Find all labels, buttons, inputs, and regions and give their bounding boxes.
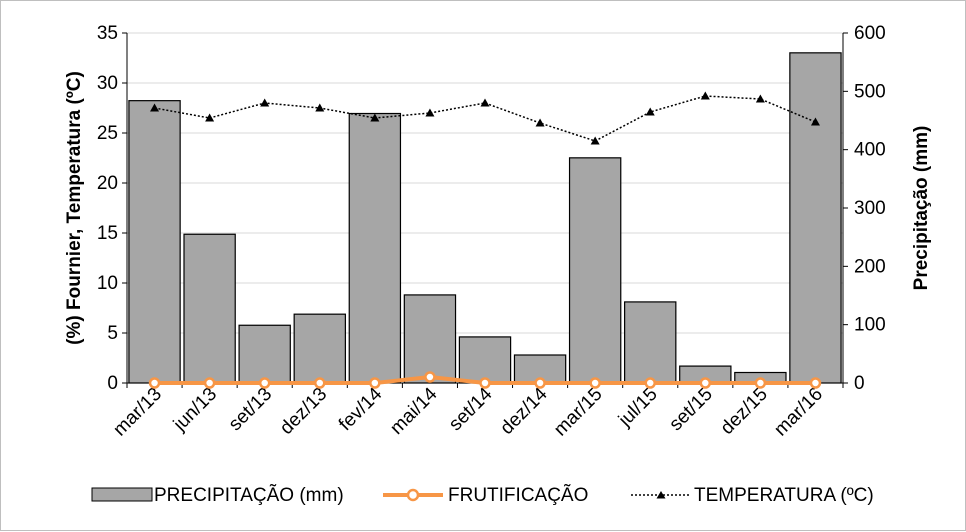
- right-axis-title: Precipitação (mm): [911, 126, 932, 291]
- x-tick-label: set/15: [665, 384, 716, 435]
- temperature-point: [370, 113, 380, 122]
- left-tick-label: 25: [97, 123, 118, 144]
- frutificacao-point: [754, 377, 767, 389]
- left-tick-label: 10: [97, 273, 118, 294]
- legend-marker-frutificacao: [406, 488, 420, 502]
- frutificacao-point: [424, 371, 436, 383]
- x-tick-label: mar/15: [550, 384, 607, 441]
- frutificacao-point: [148, 377, 161, 389]
- x-tick-label: jun/13: [169, 384, 221, 436]
- precipitation-bar: [403, 294, 457, 384]
- legend-label-precipitation: PRECIPITAÇÃO (mm): [154, 484, 344, 506]
- temperature-point: [755, 94, 765, 103]
- precipitation-bar: [568, 157, 622, 384]
- x-tick-label: jul/15: [614, 384, 662, 432]
- frutificacao-point: [479, 377, 491, 389]
- legend-swatch-precipitation: [91, 487, 153, 502]
- x-tick-label: dez/14: [496, 383, 551, 438]
- frutificacao-point: [258, 377, 271, 389]
- temperature-point: [700, 91, 710, 100]
- precipitation-bar: [789, 52, 842, 384]
- legend: PRECIPITAÇÃO (mm) FRUTIFICAÇÃO TEMPERATU…: [91, 484, 874, 506]
- precipitation-bar: [128, 100, 181, 384]
- temperature-point: [425, 108, 435, 117]
- frutificacao-point: [644, 377, 656, 389]
- temperature-point: [315, 103, 325, 112]
- precipitation-bar: [293, 313, 346, 384]
- frutificacao-point: [809, 377, 822, 389]
- frutificacao-point: [203, 377, 216, 389]
- x-tick-label: mai/14: [386, 383, 441, 438]
- temperature-point: [810, 117, 820, 126]
- x-tick-label: fev/14: [335, 383, 387, 435]
- left-tick-label: 5: [107, 323, 118, 344]
- precipitation-bar: [624, 301, 677, 384]
- x-tick-label: set/13: [225, 384, 276, 435]
- right-tick-label: 500: [854, 81, 886, 102]
- precipitation-bar: [183, 233, 236, 384]
- legend-label-frutificacao: FRUTIFICAÇÃO: [448, 484, 588, 506]
- right-tick-label: 200: [854, 256, 886, 277]
- precipitation-bar: [458, 336, 512, 384]
- right-axis-ticks: 0 100 200 300 400 500 600: [843, 23, 886, 394]
- left-axis-title: (%) Fournier, Temperatura (ºC): [64, 71, 85, 345]
- precipitation-bar: [238, 324, 291, 384]
- temperature-point: [480, 98, 490, 107]
- frutificacao-point: [699, 377, 712, 389]
- x-tick-label: mar/16: [770, 384, 827, 441]
- gridlines: [127, 32, 843, 334]
- legend-label-temperatura: TEMPERATURA (ºC): [694, 485, 874, 506]
- frutificacao-point: [369, 377, 381, 389]
- frutificacao-point: [589, 377, 601, 389]
- line-series: [148, 91, 822, 389]
- left-axis-ticks: 0 5 10 15 20 25 30 35: [97, 23, 127, 394]
- left-tick-label: 0: [107, 373, 118, 394]
- legend-marker-temperatura: [656, 491, 666, 499]
- left-tick-label: 35: [97, 23, 118, 44]
- precipitation-bars: [128, 52, 842, 384]
- temperature-point: [645, 107, 655, 116]
- right-tick-label: 0: [854, 373, 865, 394]
- temperature-point: [205, 113, 215, 122]
- right-tick-label: 600: [854, 23, 886, 44]
- x-axis-ticks: mar/13 jun/13 set/13 dez/13 fev/14 mai/14 set/…: [109, 383, 844, 441]
- temperature-point: [535, 118, 545, 127]
- temperature-point: [260, 98, 270, 107]
- frutificacao-point: [314, 377, 326, 389]
- temperature-point: [590, 136, 600, 145]
- x-tick-label: dez/13: [276, 384, 331, 439]
- right-tick-label: 300: [854, 198, 886, 219]
- right-tick-label: 100: [854, 315, 886, 336]
- right-tick-label: 400: [854, 140, 886, 161]
- left-tick-label: 30: [97, 73, 118, 94]
- frutificacao-point: [534, 377, 546, 389]
- temperature-point: [150, 103, 160, 112]
- left-tick-label: 20: [97, 173, 118, 194]
- precipitation-bar: [348, 112, 402, 384]
- x-tick-label: set/14: [445, 383, 497, 435]
- left-tick-label: 15: [97, 223, 118, 244]
- x-tick-label: dez/15: [717, 384, 772, 439]
